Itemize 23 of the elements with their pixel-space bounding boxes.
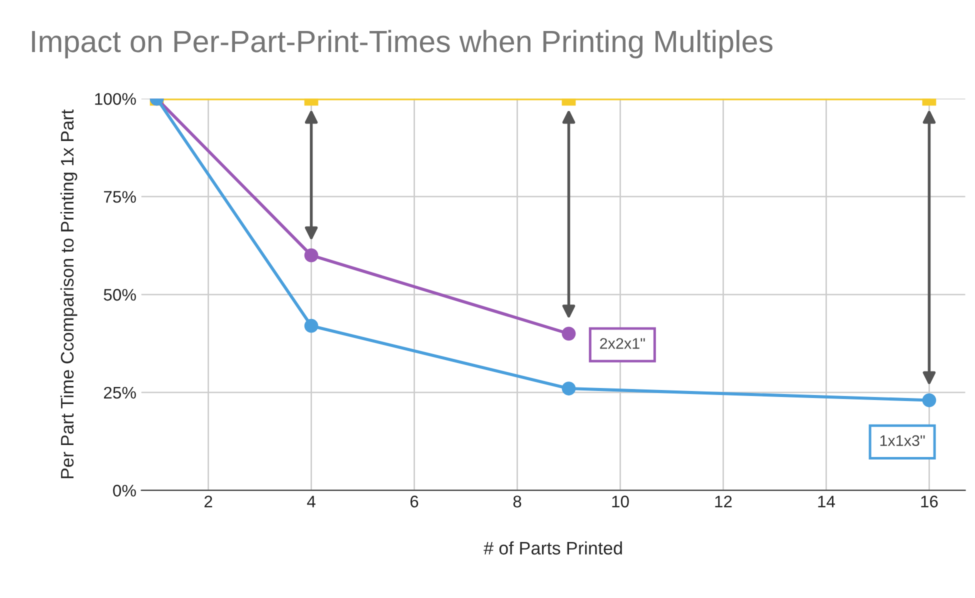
point (562, 326, 576, 341)
series-label: 1x1x3" (880, 435, 925, 446)
point (562, 382, 576, 396)
point (304, 318, 318, 333)
y-tick-label: 75% (104, 191, 136, 203)
x-tick-label: 4 (307, 496, 316, 508)
point (922, 393, 936, 408)
x-tick-label: 16 (921, 496, 938, 508)
y-tick-label: 25% (104, 386, 136, 399)
x-tick-label: 10 (612, 496, 629, 508)
x-tick-label: 14 (818, 496, 836, 508)
y-axis-title: Per Part Time Ccomparison to Printing 1x Part (60, 109, 78, 478)
x-tick-label: 12 (715, 496, 732, 508)
x-tick-label: 2 (204, 496, 212, 508)
y-tick-label: 0% (113, 484, 136, 497)
x-axis-title: # of Parts Printed (484, 541, 622, 555)
x-tick-label: 8 (513, 496, 522, 508)
x-tick-label: 6 (410, 496, 418, 508)
series-label: 2x2x1" (600, 338, 645, 349)
y-tick-label: 100% (95, 93, 136, 105)
point (304, 248, 318, 262)
y-tick-label: 50% (104, 288, 136, 301)
chart-title: Impact on Per-Part-Print-Times when Printing Multiples (32, 30, 772, 58)
